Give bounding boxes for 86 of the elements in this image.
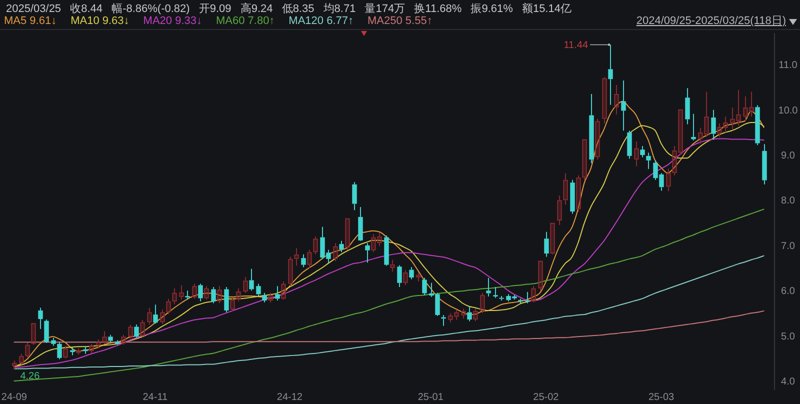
candlestick: [153, 304, 158, 324]
text: 4.26: [20, 371, 40, 382]
candlestick: [63, 345, 68, 359]
x-tick-label: 25-01: [418, 392, 444, 403]
candlestick: [627, 130, 632, 160]
candlestick: [461, 308, 466, 320]
candlestick: [717, 122, 722, 138]
candlestick: [38, 307, 43, 330]
candlestick: [377, 232, 382, 247]
y-tick-label: 6.0: [781, 286, 796, 298]
candlestick: [646, 152, 651, 170]
candlestick: [666, 168, 671, 192]
candlestick: [390, 259, 395, 272]
candlestick: [621, 80, 626, 132]
candlestick: [531, 286, 536, 303]
candlestick: [704, 91, 709, 138]
candlestick: [275, 286, 280, 302]
candlestick: [762, 144, 767, 185]
candlestick: [685, 88, 690, 125]
candlestick: [172, 288, 177, 305]
candlestick: [12, 360, 17, 370]
candlestick: [57, 342, 62, 360]
candlestick: [147, 307, 152, 325]
candlestick: [672, 145, 677, 176]
candlestick: [70, 346, 75, 356]
candlestick: [409, 266, 414, 280]
candlestick: [25, 342, 30, 358]
candlestick: [698, 127, 703, 144]
y-tick-label: 5.0: [781, 331, 796, 342]
y-tick-label: 4.0: [781, 376, 796, 388]
text: MA120 6.77↑: [288, 15, 354, 27]
candlestick: [544, 231, 549, 258]
candlestick: [160, 309, 165, 325]
candlestick: [467, 306, 472, 322]
text: MA60 7.80↑: [216, 15, 275, 27]
candlestick: [614, 84, 619, 115]
candlestick: [634, 140, 639, 167]
candlestick: [640, 145, 645, 158]
chart-title: 2025/03/25 收8.44 幅-8.86%(-0.82) 开9.09 高9.24 低8.35 均8.71 量174万 换11.68% 振9.61% 额15.14亿: [6, 2, 572, 15]
x-tick-label: 25-03: [648, 392, 675, 403]
candlestick: [557, 195, 562, 226]
candlestick: [563, 172, 568, 206]
x-tick-label: 24-09: [1, 392, 28, 403]
candlestick: [179, 284, 184, 300]
candlestick: [749, 91, 754, 118]
candlestick: [281, 281, 286, 300]
candlestick: [365, 242, 370, 264]
line-series: [14, 255, 764, 370]
x-tick-label: 24-11: [142, 392, 168, 403]
candlestick: [454, 309, 459, 320]
candlestick: [493, 286, 498, 298]
candlestick: [723, 116, 728, 133]
x-tick-label: 24-12: [276, 392, 303, 403]
candlestick: [589, 94, 594, 164]
candlestick: [44, 319, 49, 344]
text: MA10 9.63↓: [70, 15, 130, 27]
text: MA20 9.33↓: [143, 15, 202, 27]
y-tick-label: 8.0: [781, 196, 796, 207]
candlestick: [743, 96, 748, 122]
candlestick: [249, 268, 254, 292]
text: 11.44: [564, 40, 588, 52]
text: MA5 9.61↓: [4, 15, 57, 27]
candlestick: [102, 330, 107, 344]
y-tick-label: 10.0: [778, 105, 798, 116]
candlestick: [473, 308, 478, 322]
y-tick-label: 9.0: [781, 150, 796, 162]
candlestick: [486, 277, 491, 297]
candlestick: [570, 179, 575, 214]
candlestick: [416, 272, 421, 282]
x-tick-label: 25-02: [533, 392, 560, 403]
candlestick: [730, 107, 735, 131]
candlestick: [358, 206, 363, 240]
candlestick: [236, 288, 241, 302]
candlestick: [736, 89, 741, 126]
candlestick: [339, 240, 344, 253]
chart-subtitle: 2024/09/25-2025/03/25(118日): [636, 15, 786, 27]
text: MA250 5.55↑: [368, 15, 432, 27]
candlestick: [711, 109, 716, 140]
candlestick: [352, 182, 357, 211]
candlestick: [691, 113, 696, 142]
y-tick-label: 7.0: [781, 240, 796, 252]
candlestick: [96, 338, 101, 349]
y-tick-label: 11.0: [778, 60, 798, 72]
candlestick: [243, 276, 248, 294]
line-series: [14, 208, 764, 382]
candlestick: [294, 248, 299, 266]
